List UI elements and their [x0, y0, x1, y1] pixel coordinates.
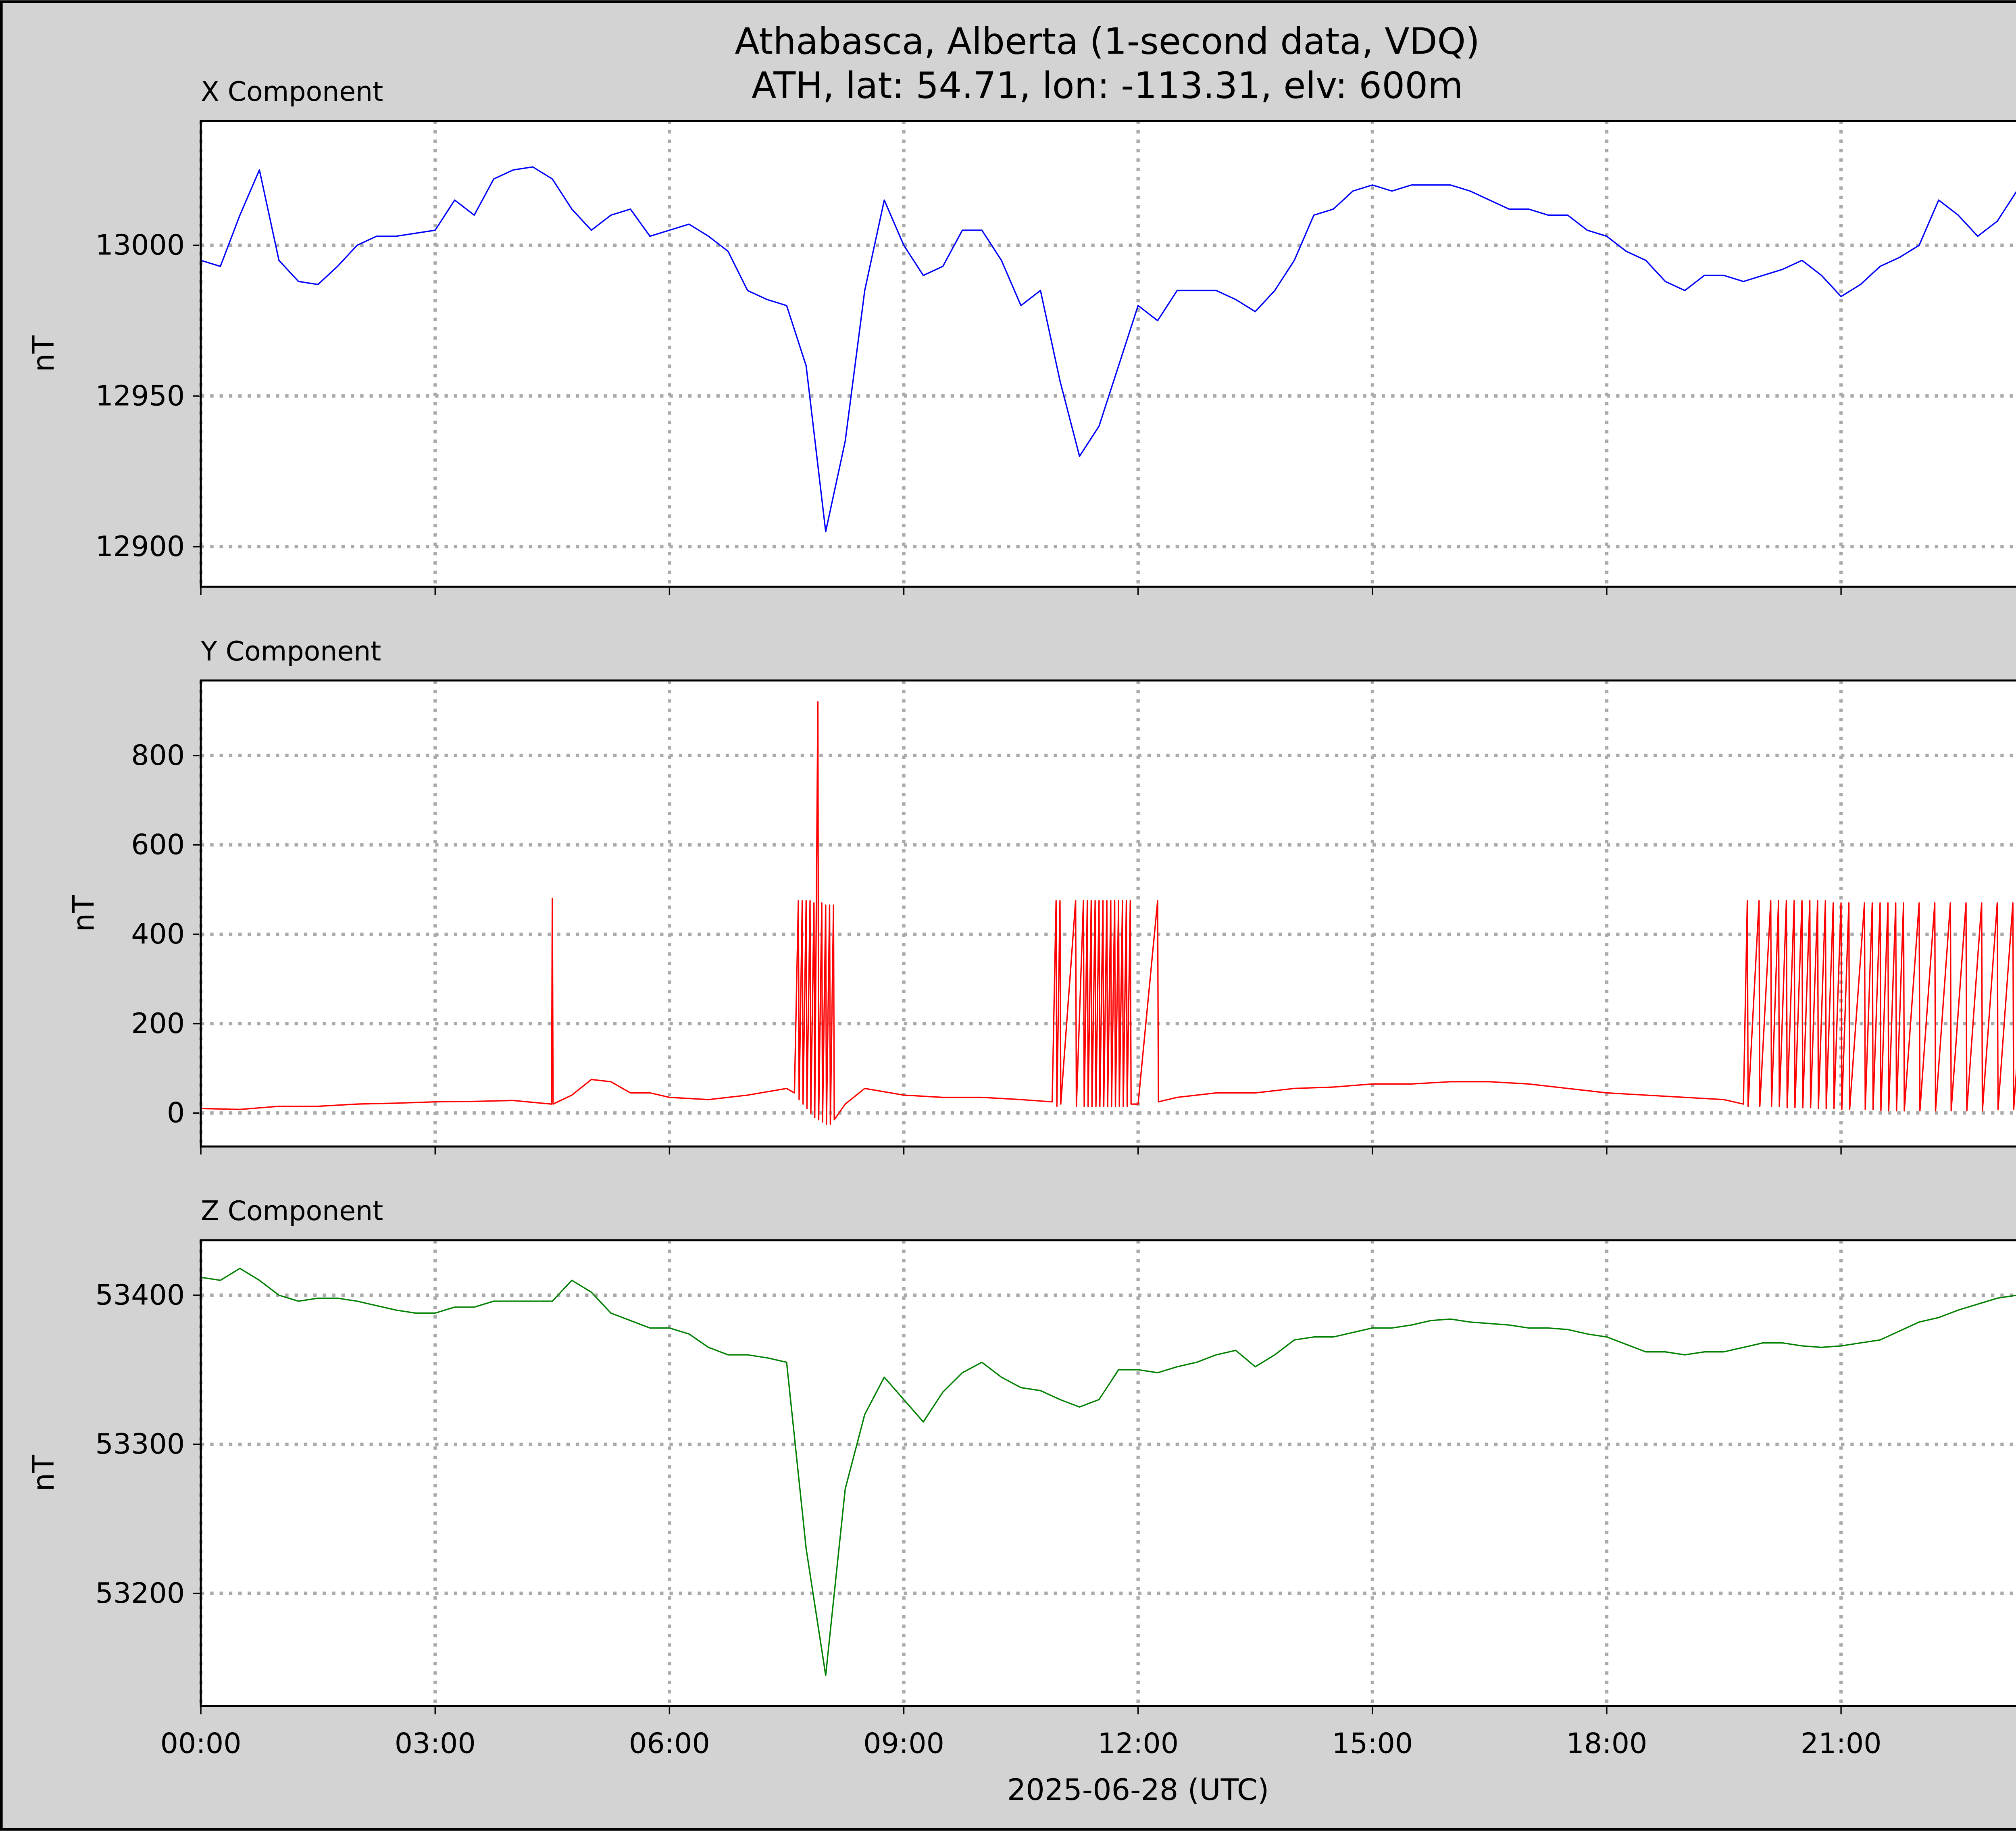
y-tick-label: 600: [131, 829, 185, 861]
y-axis-label: nT: [27, 1455, 61, 1491]
y-tick-label: 200: [131, 1007, 185, 1040]
y-tick-label: 12950: [95, 379, 185, 412]
y-tick-label: 53400: [95, 1279, 185, 1311]
chart-title: Athabasca, Alberta (1-second data, VDQ): [735, 21, 1480, 63]
plot-area: [201, 121, 2016, 587]
panel-title: Z Component: [201, 1195, 383, 1227]
plot-area: [201, 1240, 2016, 1706]
y-tick-label: 53200: [95, 1577, 185, 1610]
y-tick-label: 53300: [95, 1428, 185, 1460]
panel-title: Y Component: [200, 635, 381, 667]
y-axis-label: nT: [67, 895, 101, 932]
x-tick-label: 21:00: [1801, 1727, 1882, 1760]
chart-subtitle: ATH, lat: 54.71, lon: -113.31, elv: 600m: [752, 65, 1463, 107]
x-tick-label: 03:00: [395, 1727, 476, 1760]
y-tick-label: 400: [131, 918, 185, 950]
y-tick-label: 12900: [95, 530, 185, 563]
x-tick-label: 00:00: [160, 1727, 242, 1760]
y-tick-label: 13000: [95, 229, 185, 262]
x-axis-label: 2025-06-28 (UTC): [1007, 1773, 1269, 1807]
x-tick-label: 12:00: [1098, 1727, 1179, 1760]
y-tick-label: 800: [131, 739, 185, 772]
x-tick-label: 06:00: [629, 1727, 710, 1760]
x-tick-label: 15:00: [1332, 1727, 1413, 1760]
data-line: [201, 701, 2016, 1125]
x-tick-label: 09:00: [863, 1727, 944, 1760]
y-tick-label: 0: [167, 1097, 185, 1129]
plot-frame: [200, 1239, 2016, 1707]
data-line: [201, 1268, 2016, 1676]
x-tick-label: 18:00: [1566, 1727, 1647, 1760]
panel-title: X Component: [201, 76, 383, 107]
data-line: [201, 166, 2016, 533]
plot-frame: [200, 679, 2016, 1148]
y-axis-label: nT: [27, 335, 61, 372]
plot-frame: [200, 120, 2016, 588]
